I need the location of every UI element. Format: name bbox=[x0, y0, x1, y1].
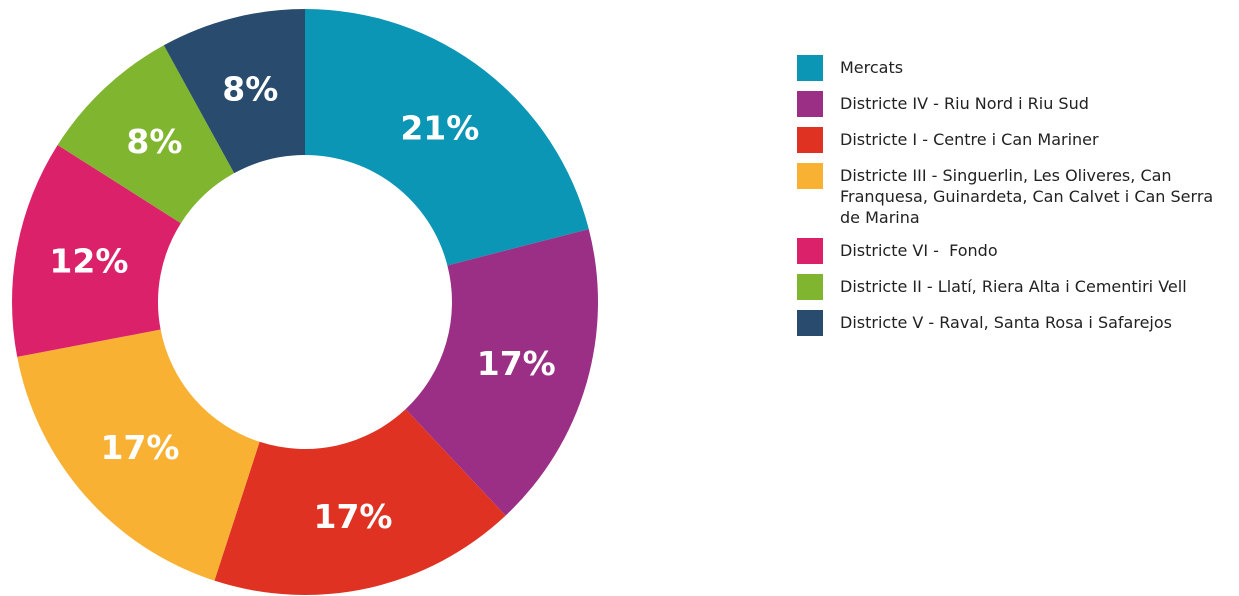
legend-label: Mercats bbox=[840, 58, 904, 77]
legend-label: Districte V - Raval, Santa Rosa i Safare… bbox=[840, 313, 1172, 332]
legend-item: Districte V - Raval, Santa Rosa i Safare… bbox=[797, 310, 1227, 336]
legend-swatch bbox=[797, 127, 823, 153]
legend: Mercats Districte IV - Riu Nord i Riu Sud… bbox=[797, 55, 1227, 346]
donut-slice bbox=[214, 409, 506, 595]
data-label: 12% bbox=[49, 241, 128, 280]
donut-slice bbox=[163, 9, 305, 174]
donut-slice bbox=[57, 45, 235, 224]
legend-item: Districte I - Centre i Can Mariner bbox=[797, 127, 1227, 153]
data-label: 17% bbox=[100, 428, 179, 467]
legend-item: Mercats bbox=[797, 55, 1227, 81]
legend-item: Districte II - Llatí, Riera Alta i Cemen… bbox=[797, 274, 1227, 300]
legend-item: Districte III - Singuerlin, Les Oliveres… bbox=[797, 163, 1227, 228]
chart: 21% 17% 17% 17% 12% 8% 8% bbox=[12, 9, 598, 595]
legend-label: Districte II - Llatí, Riera Alta i Cemen… bbox=[840, 277, 1187, 296]
data-label: 21% bbox=[400, 109, 479, 148]
legend-swatch bbox=[797, 55, 823, 81]
data-label: 17% bbox=[477, 344, 556, 383]
donut-slice bbox=[12, 145, 181, 357]
legend-label: Districte VI - Fondo bbox=[840, 241, 998, 260]
data-label: 17% bbox=[313, 497, 392, 536]
legend-label: Districte IV - Riu Nord i Riu Sud bbox=[840, 94, 1089, 113]
legend-swatch bbox=[797, 91, 823, 117]
donut-slice bbox=[405, 229, 598, 516]
legend-label: Districte I - Centre i Can Mariner bbox=[840, 130, 1099, 149]
legend-item: Districte IV - Riu Nord i Riu Sud bbox=[797, 91, 1227, 117]
legend-swatch bbox=[797, 310, 823, 336]
donut-slice bbox=[17, 329, 260, 581]
donut-slice bbox=[305, 9, 589, 266]
data-label: 8% bbox=[222, 69, 278, 108]
legend-label: Districte III - Singuerlin, Les Oliveres… bbox=[840, 166, 1219, 227]
legend-swatch bbox=[797, 238, 823, 264]
legend-item: Districte VI - Fondo bbox=[797, 238, 1227, 264]
data-label: 8% bbox=[126, 122, 182, 161]
legend-swatch bbox=[797, 274, 823, 300]
legend-swatch bbox=[797, 163, 823, 189]
